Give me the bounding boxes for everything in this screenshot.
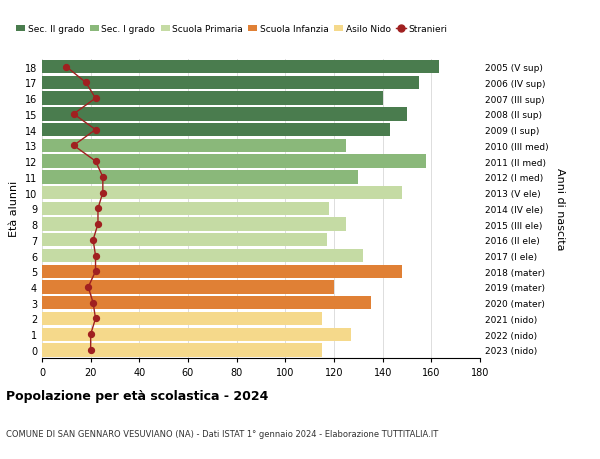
Point xyxy=(86,331,95,338)
Point xyxy=(88,299,98,307)
Point xyxy=(88,236,98,244)
Bar xyxy=(42,328,351,341)
Bar xyxy=(42,312,322,325)
Bar xyxy=(42,92,383,106)
Point xyxy=(91,95,100,103)
Bar xyxy=(42,77,419,90)
Point xyxy=(91,127,100,134)
Bar xyxy=(42,140,346,153)
Point xyxy=(86,347,95,354)
Point xyxy=(62,64,71,71)
Bar xyxy=(42,265,402,278)
Bar xyxy=(42,202,329,216)
Bar xyxy=(42,218,346,231)
Bar xyxy=(42,186,402,200)
Point xyxy=(91,315,100,322)
Point xyxy=(81,79,91,87)
Point xyxy=(93,221,103,228)
Legend: Sec. II grado, Sec. I grado, Scuola Primaria, Scuola Infanzia, Asilo Nido, Stran: Sec. II grado, Sec. I grado, Scuola Prim… xyxy=(16,25,447,34)
Point xyxy=(91,252,100,260)
Bar xyxy=(42,155,427,168)
Y-axis label: Anni di nascita: Anni di nascita xyxy=(555,168,565,250)
Y-axis label: Età alunni: Età alunni xyxy=(9,181,19,237)
Bar xyxy=(42,108,407,121)
Point xyxy=(69,111,79,118)
Point xyxy=(91,158,100,165)
Bar xyxy=(42,249,363,263)
Point xyxy=(98,190,107,197)
Point xyxy=(93,205,103,213)
Point xyxy=(91,268,100,275)
Bar xyxy=(42,61,439,74)
Bar xyxy=(42,171,358,184)
Text: COMUNE DI SAN GENNARO VESUVIANO (NA) - Dati ISTAT 1° gennaio 2024 - Elaborazione: COMUNE DI SAN GENNARO VESUVIANO (NA) - D… xyxy=(6,429,438,438)
Bar xyxy=(42,343,322,357)
Bar xyxy=(42,123,390,137)
Bar xyxy=(42,234,327,247)
Bar xyxy=(42,297,371,310)
Point xyxy=(83,284,93,291)
Point xyxy=(98,174,107,181)
Text: Popolazione per età scolastica - 2024: Popolazione per età scolastica - 2024 xyxy=(6,389,268,403)
Bar xyxy=(42,281,334,294)
Point xyxy=(69,142,79,150)
